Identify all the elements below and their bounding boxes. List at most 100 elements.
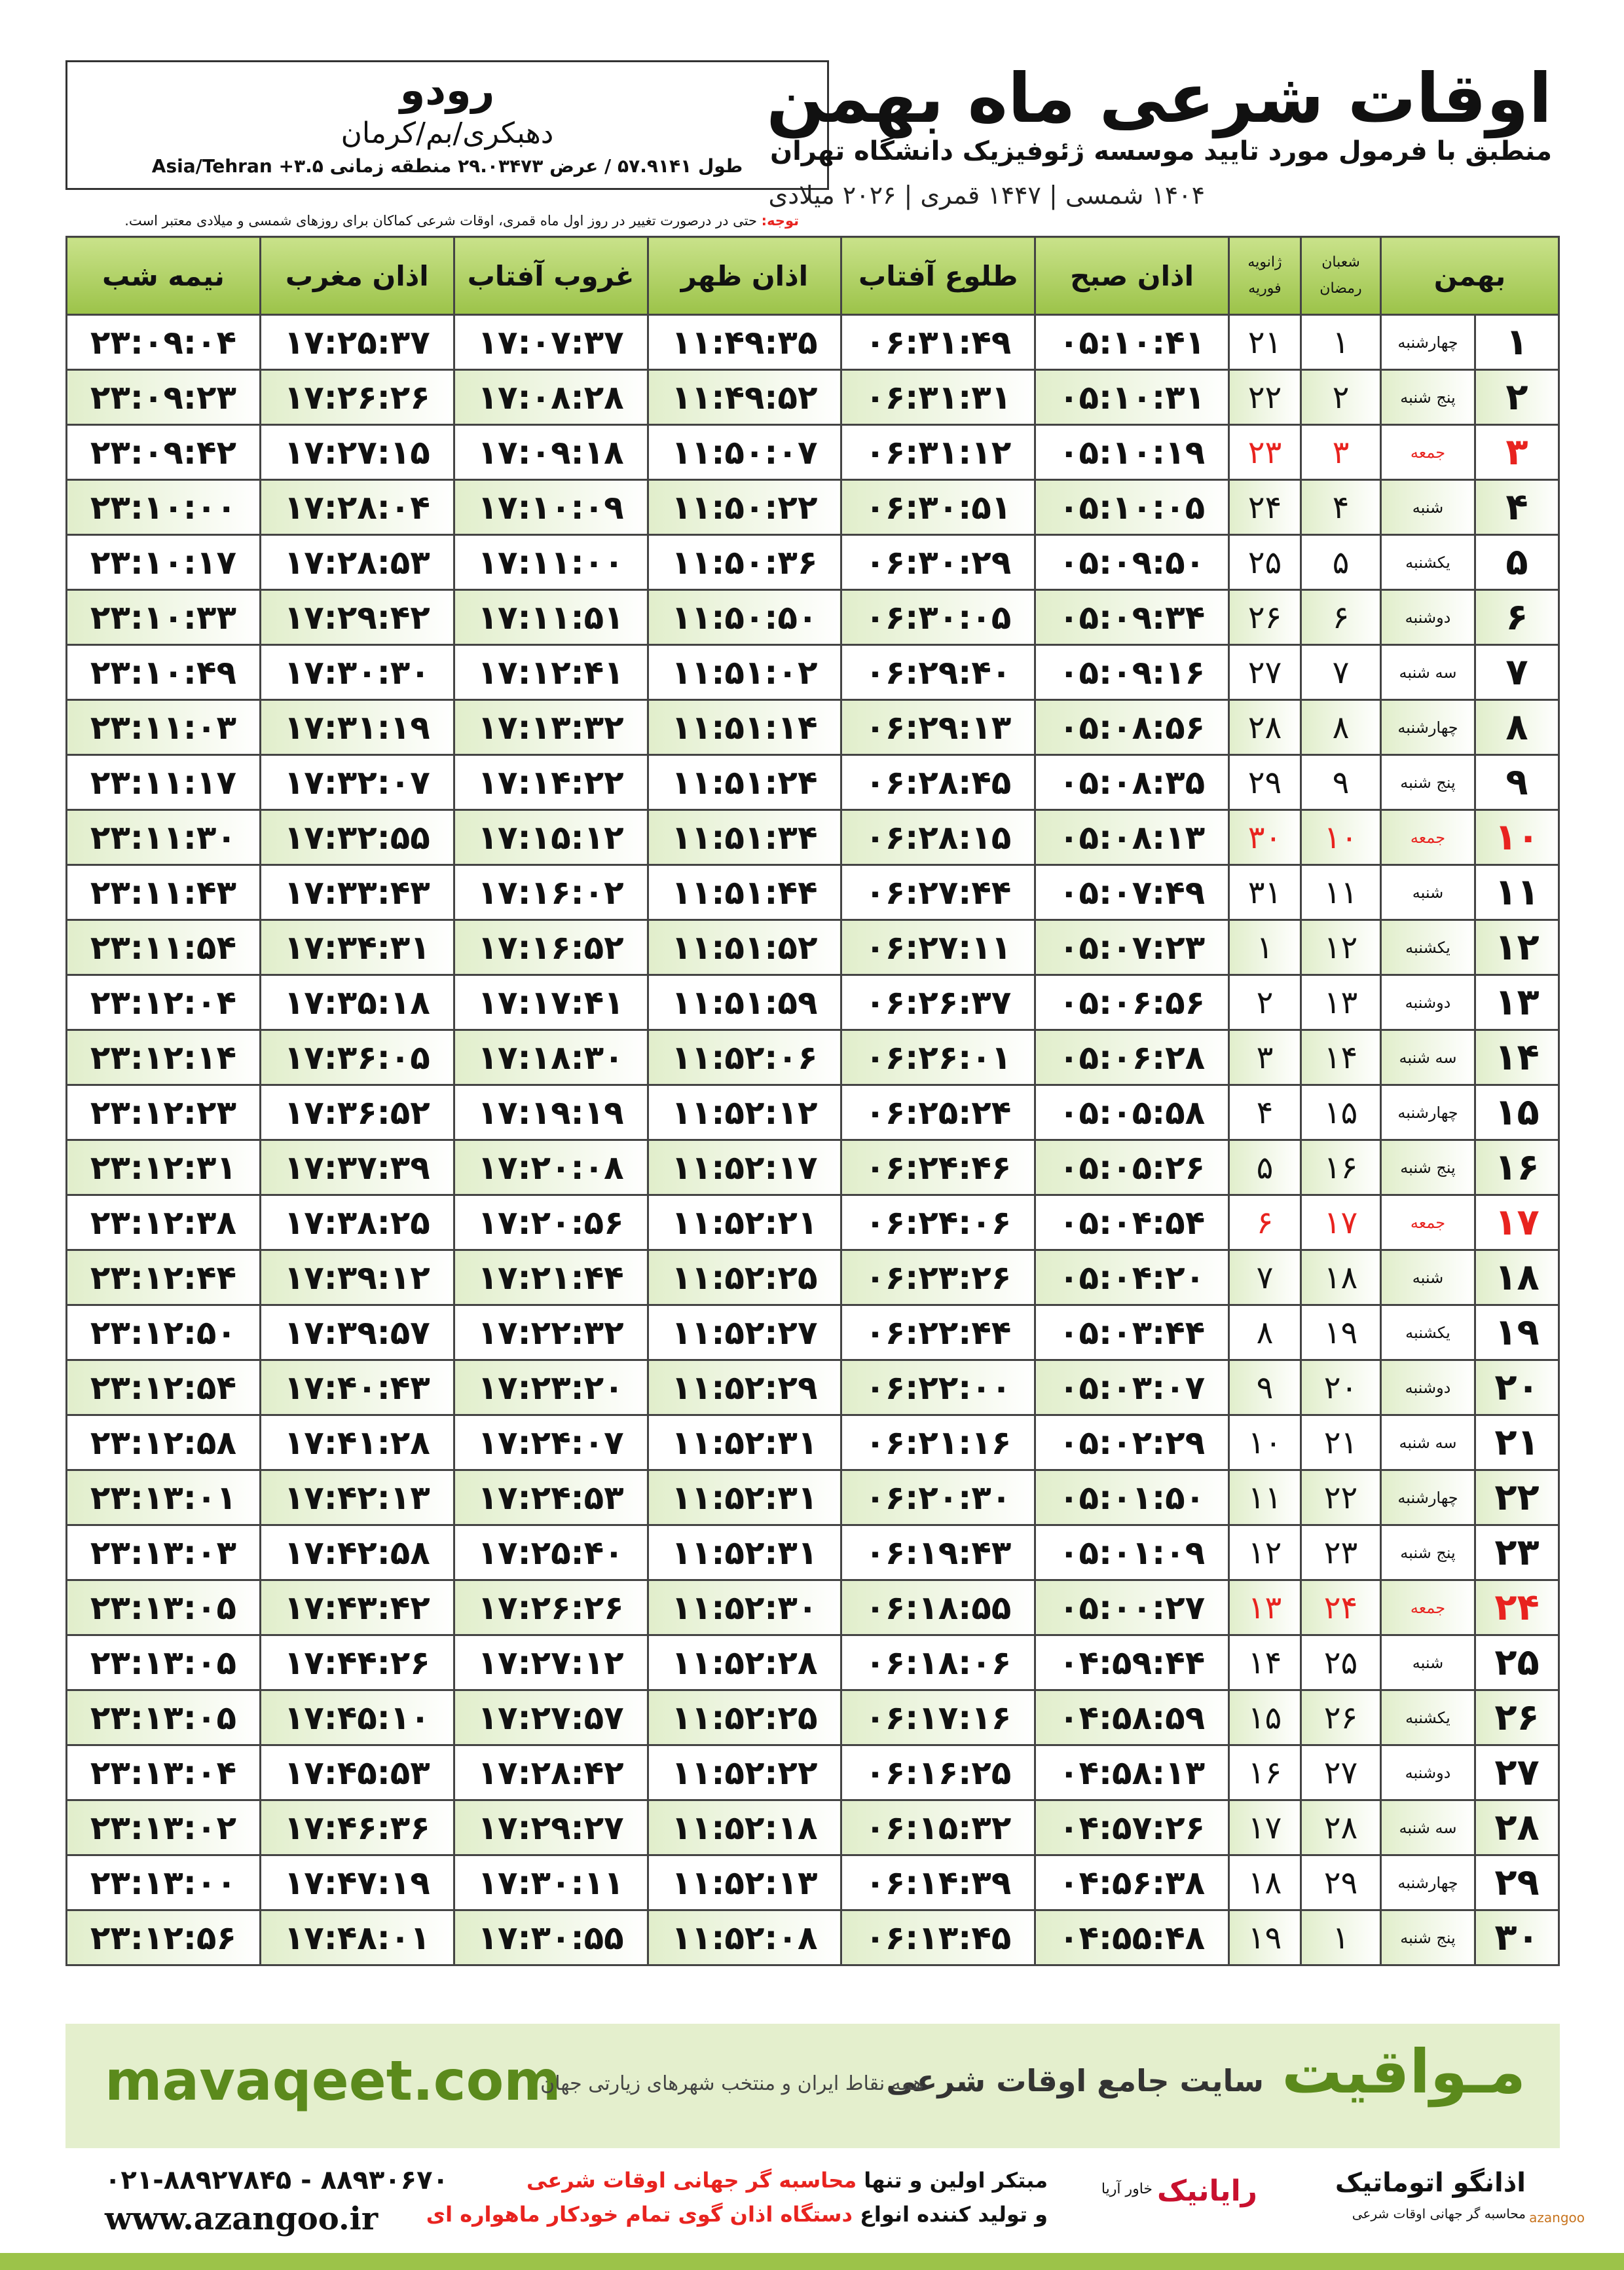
table-cell: سه شنبه bbox=[1379, 644, 1477, 701]
table-cell: ۱۲ bbox=[1227, 1524, 1302, 1581]
table-cell: ۱۷:۲۳:۲۰ bbox=[452, 1359, 649, 1416]
table-cell: ۰۵:۰۸:۱۳ bbox=[1034, 809, 1230, 866]
table-cell: چهارشنبه bbox=[1379, 1469, 1477, 1526]
table-cell: ۱۷:۱۵:۱۲ bbox=[452, 809, 649, 866]
table-cell: ۰۵:۰۰:۲۷ bbox=[1034, 1579, 1230, 1636]
table-cell: ۲۳:۱۱:۰۳ bbox=[65, 699, 261, 756]
table-cell: ۳۰ bbox=[1474, 1909, 1560, 1966]
table-cell: چهارشنبه bbox=[1379, 1854, 1477, 1911]
header-text: طلوع آفتاب bbox=[858, 259, 1018, 292]
table-cell: ۳ bbox=[1227, 1029, 1302, 1086]
table-cell: ۲۴ bbox=[1227, 479, 1302, 536]
table-cell: ۰۵:۰۳:۰۷ bbox=[1034, 1359, 1230, 1416]
table-cell: ۲۵ bbox=[1474, 1634, 1560, 1691]
table-cell: سه شنبه bbox=[1379, 1414, 1477, 1471]
table-cell: ۱۷:۴۷:۱۹ bbox=[259, 1854, 455, 1911]
table-cell: ۶ bbox=[1299, 589, 1382, 646]
note-label: توجه: bbox=[761, 213, 799, 229]
table-cell: ۲۷ bbox=[1227, 644, 1302, 701]
table-cell: ۰۵:۰۸:۵۶ bbox=[1034, 699, 1230, 756]
table-cell: ۱۶ bbox=[1227, 1744, 1302, 1801]
table-cell: ۰۶:۲۸:۴۵ bbox=[840, 754, 1037, 811]
table-cell: پنج شنبه bbox=[1379, 754, 1477, 811]
table-cell: ۱۷:۱۲:۴۱ bbox=[452, 644, 649, 701]
table-cell: ۲۳:۰۹:۲۳ bbox=[65, 369, 261, 426]
table-cell: ۱۱:۵۲:۲۵ bbox=[646, 1689, 843, 1746]
table-cell: ۱۱ bbox=[1227, 1469, 1302, 1526]
table-cell: شنبه bbox=[1379, 1634, 1477, 1691]
table-cell: ۰۴:۵۷:۲۶ bbox=[1034, 1799, 1230, 1856]
table-row: ۱۵ چهارشنبه ۱۵ ۴ ۰۵:۰۵:۵۸ ۰۶:۲۵:۲۴ ۱۱:۵۲:۱۲ ۱۷:… bbox=[65, 1084, 1560, 1141]
table-cell: ۱۱:۵۲:۳۱ bbox=[646, 1414, 843, 1471]
table-cell: ۲۳:۱۲:۵۶ bbox=[65, 1909, 261, 1966]
table-cell: ۱۷:۲۹:۲۷ bbox=[452, 1799, 649, 1856]
column-header: ژانویه فوریه bbox=[1227, 236, 1302, 316]
table-body: ۱ چهارشنبه ۱ ۲۱ ۰۵:۱۰:۴۱ ۰۶:۳۱:۴۹ ۱۱:۴۹:۳۵ ۱۷:۰… bbox=[65, 314, 1560, 1966]
table-cell: دوشنبه bbox=[1379, 1744, 1477, 1801]
table-cell: ۱۷:۲۸:۵۳ bbox=[259, 534, 455, 591]
logo-sub: خاور آریا bbox=[1101, 2181, 1153, 2197]
table-cell: ۰۶:۲۵:۲۴ bbox=[840, 1084, 1037, 1141]
table-cell: ۱۷:۲۱:۴۴ bbox=[452, 1249, 649, 1306]
dates: ۱۴۰۴ شمسی | ۱۴۴۷ قمری | ۲۰۲۶ میلادی bbox=[768, 181, 1205, 210]
location-box: رودو دهبکری/بم/کرمان طول ۵۷.۹۱۴۱ / عرض ۲… bbox=[65, 60, 829, 190]
table-cell: ۱۷:۴۰:۴۳ bbox=[259, 1359, 455, 1416]
table-cell: ۰۵:۱۰:۳۱ bbox=[1034, 369, 1230, 426]
table-cell: ۱۷:۰۸:۲۸ bbox=[452, 369, 649, 426]
table-cell: ۱۱:۵۲:۲۵ bbox=[646, 1249, 843, 1306]
table-cell: ۱۵ bbox=[1474, 1084, 1560, 1141]
table-cell: ۱۷ bbox=[1227, 1799, 1302, 1856]
table-cell: ۱۷:۴۱:۲۸ bbox=[259, 1414, 455, 1471]
header-text: نیمه شب bbox=[101, 259, 225, 292]
table-cell: دوشنبه bbox=[1379, 974, 1477, 1031]
table-cell: ۰۶:۱۸:۰۶ bbox=[840, 1634, 1037, 1691]
header-text: غروب آفتاب bbox=[467, 259, 635, 292]
table-cell: ۰۵:۰۵:۲۶ bbox=[1034, 1139, 1230, 1196]
table-cell: ۰۶:۲۸:۱۵ bbox=[840, 809, 1037, 866]
table-cell: ۰۶:۲۶:۳۷ bbox=[840, 974, 1037, 1031]
table-cell: ۱۷:۲۸:۴۲ bbox=[452, 1744, 649, 1801]
table-cell: ۱۷:۲۶:۲۶ bbox=[259, 369, 455, 426]
table-cell: ۱۷:۳۶:۵۲ bbox=[259, 1084, 455, 1141]
table-cell: ۰۶:۲۹:۱۳ bbox=[840, 699, 1037, 756]
table-cell: ۱۰ bbox=[1299, 809, 1382, 866]
table-row: ۶ دوشنبه ۶ ۲۶ ۰۵:۰۹:۳۴ ۰۶:۳۰:۰۵ ۱۱:۵۰:۵۰ ۱۷:۱۱:… bbox=[65, 589, 1560, 646]
table-cell: پنج شنبه bbox=[1379, 1139, 1477, 1196]
table-cell: ۱۷:۲۴:۰۷ bbox=[452, 1414, 649, 1471]
table-row: ۲۲ چهارشنبه ۲۲ ۱۱ ۰۵:۰۱:۵۰ ۰۶:۲۰:۳۰ ۱۱:۵۲:۳۱ ۱۷… bbox=[65, 1469, 1560, 1526]
table-row: ۲۶ یکشنبه ۲۶ ۱۵ ۰۴:۵۸:۵۹ ۰۶:۱۷:۱۶ ۱۱:۵۲:۲۵ ۱۷:۲… bbox=[65, 1689, 1560, 1746]
table-cell: ۲۰ bbox=[1474, 1359, 1560, 1416]
table-cell: ۱۱:۵۰:۰۷ bbox=[646, 424, 843, 481]
table-row: ۱۱ شنبه ۱۱ ۳۱ ۰۵:۰۷:۴۹ ۰۶:۲۷:۴۴ ۱۱:۵۱:۴۴ ۱۷:۱۶:… bbox=[65, 864, 1560, 921]
table-cell: ۱۱:۵۲:۲۷ bbox=[646, 1304, 843, 1361]
table-cell: ۶ bbox=[1227, 1194, 1302, 1251]
table-cell: ۲۶ bbox=[1474, 1689, 1560, 1746]
table-row: ۴ شنبه ۴ ۲۴ ۰۵:۱۰:۰۵ ۰۶:۳۰:۵۱ ۱۱:۵۰:۲۲ ۱۷:۱۰:۰۹… bbox=[65, 479, 1560, 536]
table-cell: ۸ bbox=[1299, 699, 1382, 756]
table-cell: ۲۳:۱۳:۰۰ bbox=[65, 1854, 261, 1911]
table-cell: ۱۱:۵۲:۲۹ bbox=[646, 1359, 843, 1416]
table-cell: ۱۷:۱۰:۰۹ bbox=[452, 479, 649, 536]
table-cell: ۱ bbox=[1299, 1909, 1382, 1966]
table-cell: ۱ bbox=[1227, 919, 1302, 976]
table-cell: ۲۳:۱۱:۴۳ bbox=[65, 864, 261, 921]
table-cell: ۱۹ bbox=[1474, 1304, 1560, 1361]
table-cell: ۲۳:۱۳:۰۵ bbox=[65, 1634, 261, 1691]
table-cell: ۰۶:۱۸:۵۵ bbox=[840, 1579, 1037, 1636]
promo-highlight: دستگاه اذان گوی تمام خودکار ماهواره ای bbox=[426, 2202, 853, 2227]
table-cell: ۱۱:۵۱:۴۴ bbox=[646, 864, 843, 921]
header-text: اذان صبح bbox=[1070, 259, 1194, 292]
table-cell: ۱۱:۵۱:۲۴ bbox=[646, 754, 843, 811]
table-cell: ۱۱ bbox=[1474, 864, 1560, 921]
table-cell: ۰۵:۰۱:۰۹ bbox=[1034, 1524, 1230, 1581]
table-cell: ۱۹ bbox=[1227, 1909, 1302, 1966]
table-cell: ۱۱:۵۲:۲۱ bbox=[646, 1194, 843, 1251]
table-cell: ۳ bbox=[1474, 424, 1560, 481]
web[interactable]: www.azangoo.ir bbox=[105, 2201, 378, 2237]
table-cell: ۱۱:۵۱:۳۴ bbox=[646, 809, 843, 866]
site[interactable]: mavaqeet.com bbox=[105, 2049, 561, 2113]
table-cell: ۲۶ bbox=[1227, 589, 1302, 646]
table-cell: ۱۷:۳۸:۲۵ bbox=[259, 1194, 455, 1251]
table-cell: ۲۳:۱۳:۰۱ bbox=[65, 1469, 261, 1526]
table-cell: ۲۵ bbox=[1227, 534, 1302, 591]
